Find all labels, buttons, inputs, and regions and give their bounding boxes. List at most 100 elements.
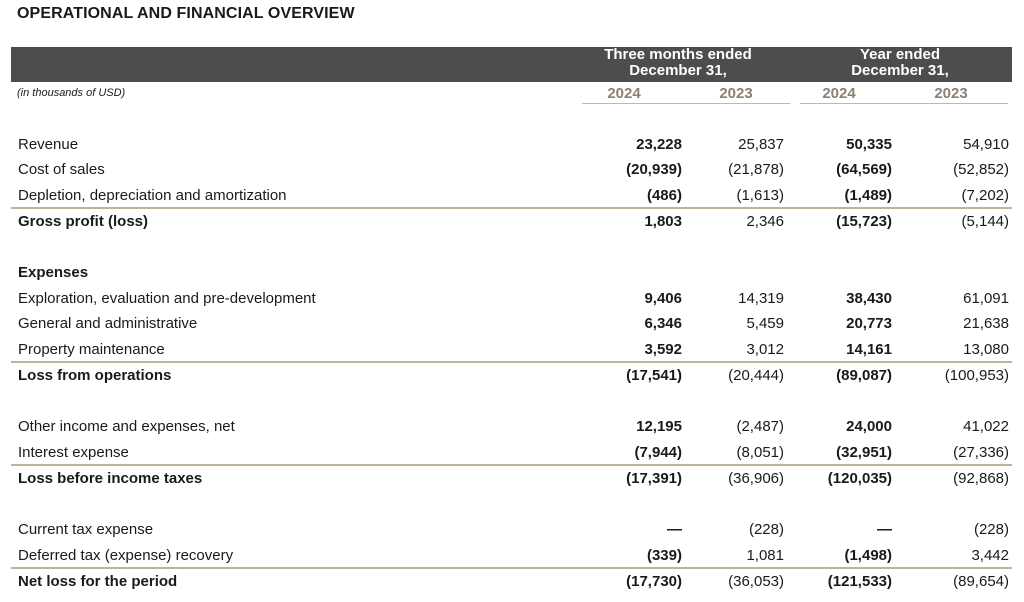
row-label: Deferred tax (expense) recovery (18, 547, 234, 564)
header-year-ended-line1: Year ended (859, 46, 941, 63)
row-label: Property maintenance (18, 341, 165, 358)
row-label: Depletion, depreciation and amortization (18, 187, 287, 204)
cell-q-2024: (17,541) (626, 367, 682, 384)
cell-q-2023: (20,444) (728, 367, 784, 384)
year-underline-year (800, 103, 1008, 104)
cell-q-2024: — (667, 521, 682, 538)
cell-y-2023: (7,202) (961, 187, 1009, 204)
cell-q-2023: (36,906) (728, 470, 784, 487)
table-row: Other income and expenses, net 12,195 (2… (11, 414, 1012, 439)
table-row: Deferred tax (expense) recovery (339) 1,… (11, 543, 1012, 568)
cell-y-2023: (228) (973, 521, 1009, 538)
table-row: Revenue 23,228 25,837 50,335 54,910 (11, 132, 1012, 157)
page-title: OPERATIONAL AND FINANCIAL OVERVIEW (17, 5, 355, 22)
cell-q-2024: (339) (646, 547, 682, 564)
cell-q-2023: 2,346 (746, 213, 784, 230)
cell-q-2023: (2,487) (736, 418, 784, 435)
cell-y-2023: 41,022 (963, 418, 1009, 435)
cell-q-2023: (8,051) (736, 444, 784, 461)
cell-y-2023: (89,654) (953, 573, 1009, 590)
cell-q-2023: (1,613) (736, 187, 784, 204)
cell-y-2024: (121,533) (827, 573, 892, 590)
cell-y-2024: (32,951) (836, 444, 892, 461)
cell-y-2024: (1,489) (844, 187, 892, 204)
cell-y-2024: 24,000 (846, 418, 892, 435)
cell-y-2023: (100,953) (944, 367, 1009, 384)
total-rule (11, 207, 1012, 209)
cell-y-2024: (64,569) (836, 161, 892, 178)
row-label: General and administrative (18, 315, 198, 332)
header-three-months-line2: December 31, (629, 62, 727, 79)
cell-q-2024: 12,195 (636, 418, 682, 435)
cell-y-2023: (27,336) (953, 444, 1009, 461)
cell-y-2024: (120,035) (827, 470, 892, 487)
row-label: Exploration, evaluation and pre-developm… (18, 290, 316, 307)
table-row: Cost of sales (20,939) (21,878) (64,569)… (11, 157, 1012, 182)
row-label: Net loss for the period (18, 573, 178, 590)
total-rule (11, 464, 1012, 466)
section-heading: Expenses (18, 264, 89, 281)
row-label: Loss from operations (18, 367, 172, 384)
table-header-band (11, 47, 1012, 82)
total-rule (11, 567, 1012, 569)
header-three-months-line1: Three months ended (604, 46, 752, 63)
cell-q-2024: (17,730) (626, 573, 682, 590)
cell-y-2023: 13,080 (963, 341, 1009, 358)
cell-y-2023: 61,091 (963, 290, 1009, 307)
cell-y-2024: (89,087) (836, 367, 892, 384)
cell-q-2024: (486) (646, 187, 682, 204)
cell-q-2024: 1,803 (644, 213, 682, 230)
section-heading-row: Expenses (11, 260, 1012, 285)
table-row: Current tax expense — (228) — (228) (11, 517, 1012, 542)
cell-q-2024: 3,592 (644, 341, 682, 358)
cell-q-2024: (20,939) (626, 161, 682, 178)
cell-q-2023: 1,081 (746, 547, 784, 564)
cell-y-2024: (15,723) (836, 213, 892, 230)
units-note: (in thousands of USD) (17, 87, 126, 99)
year-col-2: 2023 (719, 85, 753, 102)
cell-q-2024: 23,228 (636, 136, 682, 153)
row-label: Current tax expense (18, 521, 154, 538)
year-col-3: 2024 (822, 85, 856, 102)
row-label: Cost of sales (18, 161, 105, 178)
cell-q-2024: 9,406 (644, 290, 682, 307)
cell-y-2024: — (877, 521, 892, 538)
table-row-total: Gross profit (loss) 1,803 2,346 (15,723)… (11, 209, 1012, 234)
cell-y-2023: 21,638 (963, 315, 1009, 332)
cell-y-2024: 50,335 (846, 136, 892, 153)
cell-q-2023: 25,837 (738, 136, 784, 153)
table-row-total: Loss from operations (17,541) (20,444) (… (11, 363, 1012, 388)
cell-q-2023: (228) (748, 521, 784, 538)
cell-y-2024: 38,430 (846, 290, 892, 307)
table-row: Exploration, evaluation and pre-developm… (11, 286, 1012, 311)
cell-q-2024: (17,391) (626, 470, 682, 487)
table-row: Property maintenance 3,592 3,012 14,161 … (11, 337, 1012, 362)
cell-y-2024: 20,773 (846, 315, 892, 332)
header-year-ended: Year ended December 31, (800, 47, 1000, 79)
table-row-total: Net loss for the period (17,730) (36,053… (11, 569, 1012, 594)
year-underline-three-months (582, 103, 790, 104)
cell-q-2023: 14,319 (738, 290, 784, 307)
table-row-total: Loss before income taxes (17,391) (36,90… (11, 466, 1012, 491)
cell-y-2023: (92,868) (953, 470, 1009, 487)
cell-q-2023: (21,878) (728, 161, 784, 178)
header-year-ended-line2: December 31, (851, 62, 949, 79)
header-three-months: Three months ended December 31, (578, 47, 778, 79)
cell-y-2023: 54,910 (963, 136, 1009, 153)
year-col-4: 2023 (934, 85, 968, 102)
table-row: Interest expense (7,944) (8,051) (32,951… (11, 440, 1012, 465)
row-label: Revenue (18, 136, 79, 153)
cell-q-2023: (36,053) (728, 573, 784, 590)
cell-y-2024: (1,498) (844, 547, 892, 564)
table-row: Depletion, depreciation and amortization… (11, 183, 1012, 208)
cell-y-2023: (5,144) (961, 213, 1009, 230)
cell-y-2023: (52,852) (953, 161, 1009, 178)
cell-q-2024: 6,346 (644, 315, 682, 332)
cell-q-2023: 5,459 (746, 315, 784, 332)
table-row: General and administrative 6,346 5,459 2… (11, 311, 1012, 336)
cell-y-2023: 3,442 (971, 547, 1009, 564)
row-label: Interest expense (18, 444, 129, 461)
year-col-1: 2024 (607, 85, 641, 102)
cell-q-2023: 3,012 (746, 341, 784, 358)
cell-y-2024: 14,161 (846, 341, 892, 358)
